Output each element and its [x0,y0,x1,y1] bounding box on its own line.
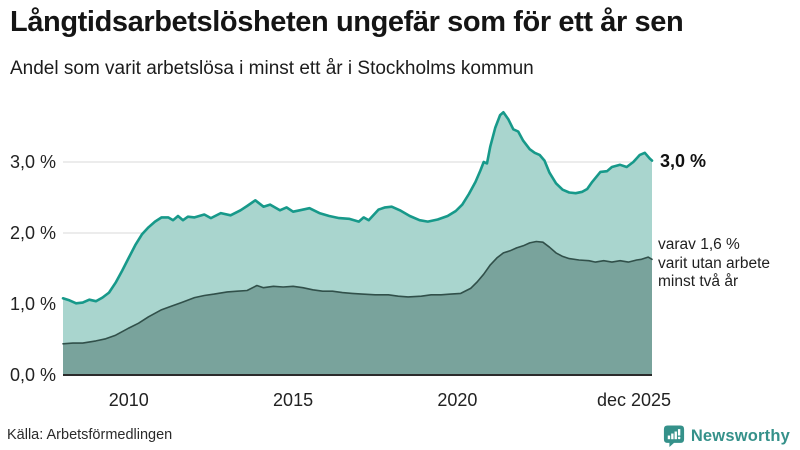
y-axis-label: 2,0 % [9,223,56,243]
chart-subtitle: Andel som varit arbetslösa i minst ett å… [10,58,534,79]
x-axis-label: 2020 [437,390,478,410]
x-axis-label: 2015 [273,390,314,410]
end-value-label-total: 3,0 % [660,151,707,171]
x-axis-label: 2010 [108,390,149,410]
newsworthy-logo[interactable]: Newsworthy [663,424,790,448]
bar-chart-speech-bubble-icon [663,425,684,447]
annotation-line: varav 1,6 % [658,236,740,253]
x-axis-label: dec 2025 [596,390,672,410]
page-title: Långtidsarbetslösheten ungefär som för e… [10,6,684,38]
source-note: Källa: Arbetsförmedlingen [7,427,173,443]
area-two-years [63,241,652,375]
line-total [61,111,654,305]
end-annotation-two-years: varav 1,6 % varit utan arbete minst två år [658,236,770,292]
annotation-line: varit utan arbete [658,254,771,272]
annotation-line: minst två år [658,273,739,290]
y-axis-label: 3,0 % [9,152,56,172]
line-two-years [62,240,653,345]
y-axis-label: 0,0 % [9,365,56,385]
brand-name: Newsworthy [690,426,790,445]
y-axis-label: 1,0 % [9,294,56,314]
